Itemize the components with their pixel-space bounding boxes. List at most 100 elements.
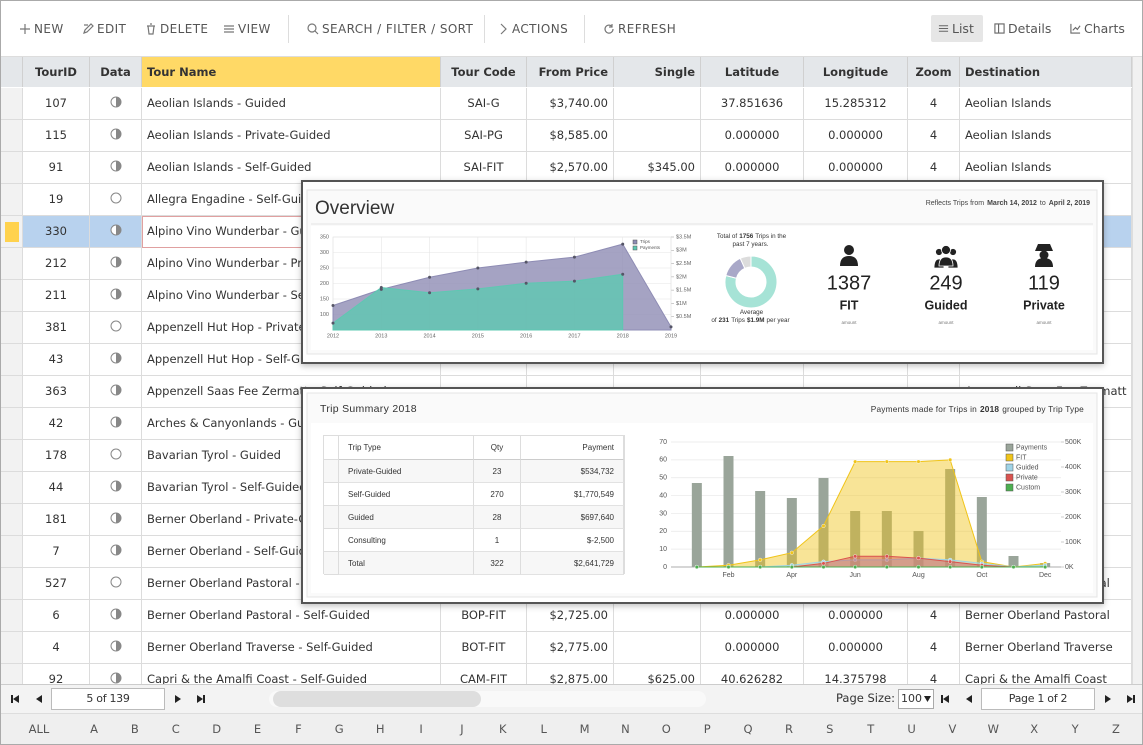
grid-cell[interactable]: 4 xyxy=(908,600,960,632)
pager-nav[interactable] xyxy=(173,694,183,704)
column-header[interactable]: Latitude xyxy=(701,57,804,87)
toolbar-button[interactable]: VIEW xyxy=(238,22,271,36)
grid-cell[interactable]: $625.00 xyxy=(614,664,701,684)
column-header[interactable]: Destination xyxy=(960,57,1132,87)
pager-nav[interactable] xyxy=(964,694,974,704)
grid-cell[interactable]: Capri & the Amalfi Coast - Self-Guided xyxy=(142,664,441,684)
grid-cell[interactable]: SAI-G xyxy=(441,88,527,120)
pager-nav[interactable] xyxy=(195,694,205,704)
grid-cell[interactable]: Berner Oberland Pastoral - Self-Guided xyxy=(142,600,441,632)
view-tab[interactable]: List xyxy=(952,21,974,36)
column-header[interactable]: Tour Name xyxy=(142,57,441,87)
column-header[interactable]: Longitude xyxy=(804,57,908,87)
alphabet-filter[interactable]: D xyxy=(197,722,237,736)
pager-nav[interactable] xyxy=(1125,694,1135,704)
grid-cell[interactable] xyxy=(614,88,701,120)
grid-cell[interactable]: $2,775.00 xyxy=(527,632,614,664)
toolbar-button[interactable]: EDIT xyxy=(97,22,126,36)
grid-cell[interactable]: 0.000000 xyxy=(804,120,908,152)
alphabet-filter[interactable]: J xyxy=(442,722,482,736)
grid-cell[interactable]: 40.626282 xyxy=(701,664,804,684)
grid-cell[interactable]: 42 xyxy=(23,408,90,440)
grid-cell[interactable]: 381 xyxy=(23,312,90,344)
grid-cell[interactable]: Berner Oberland Traverse xyxy=(960,632,1132,664)
pager-nav[interactable] xyxy=(1103,694,1113,704)
column-header[interactable]: Tour Code xyxy=(441,57,527,87)
alphabet-filter[interactable]: R xyxy=(769,722,809,736)
record-box[interactable]: 5 of 139 xyxy=(51,688,165,710)
view-tab[interactable]: Details xyxy=(1008,21,1051,36)
alphabet-filter[interactable]: U xyxy=(892,722,932,736)
alphabet-filter[interactable]: P xyxy=(687,722,727,736)
grid-cell[interactable]: 7 xyxy=(23,536,90,568)
grid-cell[interactable]: 181 xyxy=(23,504,90,536)
grid-cell[interactable]: $3,740.00 xyxy=(527,88,614,120)
grid-cell[interactable]: 363 xyxy=(23,376,90,408)
grid-cell[interactable]: 212 xyxy=(23,248,90,280)
toolbar-button[interactable]: NEW xyxy=(34,22,64,36)
view-tab[interactable]: Charts xyxy=(1084,21,1125,36)
grid-cell[interactable]: CAM-FIT xyxy=(441,664,527,684)
alphabet-filter[interactable]: L xyxy=(524,722,564,736)
column-header[interactable]: Zoom xyxy=(908,57,960,87)
scrollbar[interactable] xyxy=(1132,57,1142,684)
grid-cell[interactable]: $8,585.00 xyxy=(527,120,614,152)
alphabet-filter[interactable]: Q xyxy=(728,722,768,736)
grid-cell[interactable]: 43 xyxy=(23,344,90,376)
h-scroll-thumb[interactable] xyxy=(273,691,481,707)
grid-cell[interactable]: 15.285312 xyxy=(804,88,908,120)
grid-cell[interactable]: 4 xyxy=(908,120,960,152)
alphabet-filter[interactable]: V xyxy=(932,722,972,736)
alphabet-filter[interactable]: N xyxy=(605,722,645,736)
toolbar-button[interactable]: ACTIONS xyxy=(512,22,568,36)
alphabet-filter[interactable]: A xyxy=(74,722,114,736)
toolbar-button[interactable]: SEARCH / FILTER / SORT xyxy=(322,22,473,36)
alphabet-filter[interactable]: Z xyxy=(1096,722,1136,736)
grid-cell[interactable] xyxy=(614,632,701,664)
grid-cell[interactable]: Aeolian Islands - Guided xyxy=(142,88,441,120)
alphabet-filter[interactable]: S xyxy=(810,722,850,736)
grid-cell[interactable]: $2,725.00 xyxy=(527,600,614,632)
column-header[interactable]: Single xyxy=(614,57,701,87)
grid-cell[interactable]: 211 xyxy=(23,280,90,312)
grid-cell[interactable]: 0.000000 xyxy=(701,600,804,632)
alphabet-filter[interactable]: I xyxy=(401,722,441,736)
grid-cell[interactable] xyxy=(614,600,701,632)
grid-cell[interactable]: BOT-FIT xyxy=(441,632,527,664)
grid-cell[interactable]: 107 xyxy=(23,88,90,120)
grid-cell[interactable]: 6 xyxy=(23,600,90,632)
grid-cell[interactable]: 527 xyxy=(23,568,90,600)
grid-cell[interactable]: 14.375798 xyxy=(804,664,908,684)
grid-cell[interactable]: 37.851636 xyxy=(701,88,804,120)
grid-cell[interactable]: 19 xyxy=(23,184,90,216)
alphabet-filter[interactable]: H xyxy=(360,722,400,736)
alphabet-filter[interactable]: B xyxy=(115,722,155,736)
toolbar-button[interactable]: REFRESH xyxy=(618,22,676,36)
grid-cell[interactable]: 91 xyxy=(23,152,90,184)
grid-cell[interactable]: 0.000000 xyxy=(804,632,908,664)
alphabet-filter[interactable]: ALL xyxy=(19,722,59,736)
grid-cell[interactable]: 178 xyxy=(23,440,90,472)
grid-cell[interactable]: 0.000000 xyxy=(804,600,908,632)
toolbar-button[interactable]: DELETE xyxy=(160,22,208,36)
grid-cell[interactable] xyxy=(614,120,701,152)
alphabet-filter[interactable]: W xyxy=(973,722,1013,736)
grid-cell[interactable]: Aeolian Islands xyxy=(960,120,1132,152)
pager-nav[interactable] xyxy=(34,694,44,704)
alphabet-filter[interactable]: M xyxy=(565,722,605,736)
alphabet-filter[interactable]: K xyxy=(483,722,523,736)
column-header[interactable]: From Price xyxy=(527,57,614,87)
grid-cell[interactable]: 4 xyxy=(908,664,960,684)
column-header[interactable]: Data xyxy=(90,57,142,87)
grid-cell[interactable]: BOP-FIT xyxy=(441,600,527,632)
grid-cell[interactable]: 0.000000 xyxy=(701,632,804,664)
grid-cell[interactable]: Aeolian Islands xyxy=(960,88,1132,120)
alphabet-filter[interactable]: G xyxy=(319,722,359,736)
grid-cell[interactable]: Aeolian Islands - Private-Guided xyxy=(142,120,441,152)
grid-cell[interactable]: $2,875.00 xyxy=(527,664,614,684)
grid-cell[interactable]: 0.000000 xyxy=(701,120,804,152)
grid-cell[interactable]: Berner Oberland Pastoral xyxy=(960,600,1132,632)
grid-cell[interactable]: SAI-PG xyxy=(441,120,527,152)
grid-cell[interactable]: 115 xyxy=(23,120,90,152)
pager-nav[interactable] xyxy=(941,694,951,704)
